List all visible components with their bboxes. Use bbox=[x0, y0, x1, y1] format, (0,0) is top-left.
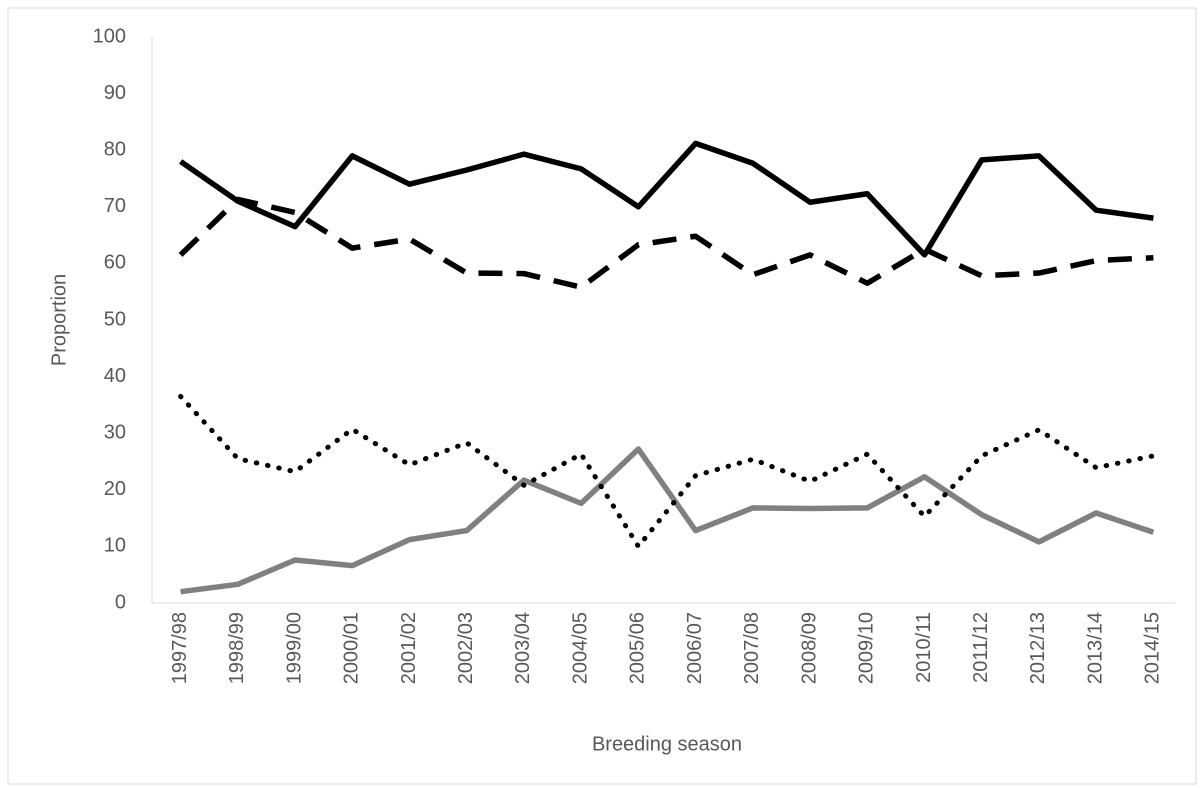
chart-border bbox=[7, 7, 1197, 785]
y-tick-label: 50 bbox=[104, 308, 126, 330]
x-tick-label: 2003/04 bbox=[512, 612, 534, 684]
y-tick-label: 60 bbox=[104, 252, 126, 274]
series-line bbox=[178, 196, 1154, 290]
x-tick-label: 2005/06 bbox=[627, 612, 649, 684]
x-tick-label: 2001/02 bbox=[398, 612, 420, 684]
x-tick-label: 1998/99 bbox=[226, 612, 248, 684]
y-tick-label: 100 bbox=[93, 25, 126, 47]
x-tick-label: 2000/01 bbox=[341, 612, 363, 684]
x-tick-label: 2012/13 bbox=[1027, 612, 1049, 684]
series-line bbox=[179, 140, 1154, 258]
y-tick-label: 70 bbox=[104, 195, 126, 217]
x-tick-label: 1997/98 bbox=[169, 612, 191, 684]
y-axis-title: Proportion bbox=[48, 274, 70, 366]
x-tick-label: 2004/05 bbox=[569, 612, 591, 684]
x-tick-label: 1999/00 bbox=[283, 612, 305, 684]
x-tick-label: 2009/10 bbox=[856, 612, 878, 684]
x-tick-label: 2011/12 bbox=[970, 612, 992, 683]
y-tick-label: 80 bbox=[104, 138, 126, 160]
series-line bbox=[180, 446, 1155, 595]
series-line bbox=[178, 393, 1156, 549]
y-tick-label: 90 bbox=[104, 82, 126, 104]
x-tick-label: 2002/03 bbox=[455, 612, 477, 684]
x-tick-label: 2014/15 bbox=[1142, 612, 1164, 684]
x-tick-label: 2008/09 bbox=[798, 612, 820, 684]
y-tick-label: 10 bbox=[104, 535, 126, 557]
x-axis-title: Breeding season bbox=[592, 733, 742, 755]
y-tick-label: 20 bbox=[104, 478, 126, 500]
x-tick-label: 2007/08 bbox=[741, 612, 763, 684]
x-tick-label: 2013/14 bbox=[1084, 612, 1106, 684]
y-tick-label: 30 bbox=[104, 421, 126, 443]
y-tick-label: 40 bbox=[104, 365, 126, 387]
x-tick-label: 2006/07 bbox=[684, 612, 706, 684]
y-tick-label: 0 bbox=[115, 591, 126, 613]
x-tick-label: 2010/11 bbox=[913, 612, 935, 683]
